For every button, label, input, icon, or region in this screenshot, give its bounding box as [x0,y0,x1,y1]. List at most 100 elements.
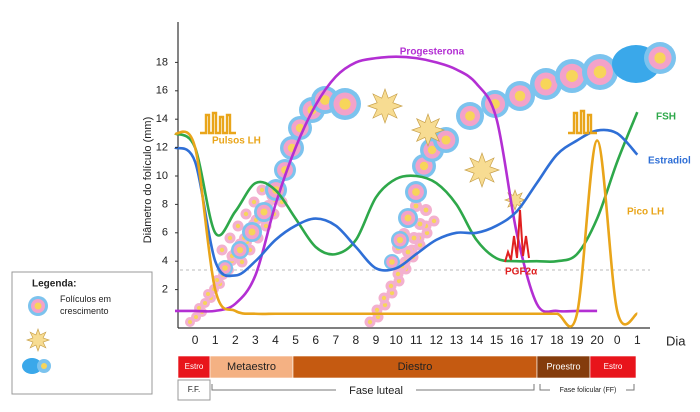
follicle-core [441,135,450,144]
x-tick-label: 5 [292,333,299,347]
atretic-core [412,236,417,241]
atretic-core [414,204,419,209]
atretic-core [382,296,386,300]
x-tick-label: 18 [550,333,564,347]
follicle-core [465,111,475,121]
atretic-core [264,224,268,228]
x-tick-label: 7 [332,333,339,347]
atretic-core [260,188,264,192]
legend-title: Legenda: [32,279,76,290]
x-tick-label: 14 [470,333,484,347]
atretic-star [465,153,499,187]
x-tick-label: 19 [570,333,584,347]
follicle-core [654,52,665,63]
y-tick-label: 4 [162,255,168,267]
follicle-core [405,215,412,222]
atretic-core [375,308,379,312]
x-tick-label: 1 [634,333,641,347]
x-tick-label: 8 [353,333,360,347]
series-label: Progesterona [400,47,465,58]
annotation: PGF2α [505,267,538,278]
atretic-core [215,278,219,282]
y-tick-label: 10 [156,170,168,182]
y-tick-label: 12 [156,142,168,154]
x-tick-label: 15 [490,333,504,347]
follicle-core [339,98,350,109]
phase-group-label: Fase folicular (FF) [560,387,617,394]
atretic-core [240,260,244,264]
phase-group-label: Fase luteal [349,385,403,397]
x-tick-label: 11 [410,333,423,347]
atretic-core [188,320,192,324]
atretic-core [406,250,411,255]
y-tick-label: 14 [156,113,168,125]
atretic-core [228,236,232,240]
x-tick-label: 10 [389,333,403,347]
atretic-core [197,306,201,310]
x-tick-label: 1 [212,333,219,347]
follicle-core [222,265,228,271]
x-tick-label: 4 [272,333,279,347]
legend-icon [35,303,42,310]
y-tick-label: 6 [162,227,168,239]
x-tick-label: 9 [373,333,380,347]
x-tick-label: 17 [530,333,544,347]
atretic-core [220,248,224,252]
legend-box [12,272,152,394]
atretic-core [389,284,393,288]
follicle-core [420,162,428,170]
chart: Diâmetro do folículo (mm) Dia 2468101214… [0,0,700,412]
legend-icon [41,363,47,369]
atretic-core [252,200,256,204]
x-tick-label: 20 [590,333,604,347]
follicle-core [428,146,436,154]
follicle-core [249,229,256,236]
x-tick-label: 0 [192,333,199,347]
series-label: FSH [656,112,676,123]
lh-pulses [568,111,597,133]
atretic-core [368,320,372,324]
x-tick-label: 3 [252,333,259,347]
y-tick-label: 16 [156,85,168,97]
x-tick-label: 2 [232,333,239,347]
follicle-core [540,78,551,89]
atretic-star [412,114,444,146]
x-tick-label: 13 [450,333,464,347]
follicle-core [397,237,403,243]
y-axis-label: Diâmetro do folículo (mm) [142,117,154,244]
follicle-core [237,247,243,253]
phase-group-label: F.F. [188,385,200,394]
follicle-core [594,66,607,79]
y-tick-label: 8 [162,198,168,210]
phase-label: Estro [604,362,623,371]
atretic-core [194,315,198,319]
y-tick-label: 2 [162,284,168,296]
x-axis-label: Dia [666,333,686,348]
atretic-star [27,329,49,351]
x-tick-label: 16 [510,333,524,347]
y-tick-label: 18 [156,56,168,68]
atretic-core [206,292,210,296]
atretic-star [368,89,402,123]
phase-label: Diestro [398,361,433,373]
atretic-core [418,222,423,227]
lh-pulses [200,113,236,133]
phase-label: Metaestro [227,361,276,373]
atretic-core [236,224,240,228]
atretic-core [424,208,429,213]
follicle-core [389,259,395,265]
phase-label: Proestro [546,361,580,371]
phase-label: Estro [185,362,204,371]
x-tick-label: 6 [312,333,319,347]
x-tick-label: 0 [614,333,621,347]
follicle-core [412,188,420,196]
atretic-core [432,219,436,223]
follicle-core [261,209,268,216]
x-tick-label: 12 [430,333,444,347]
follicle-core [566,70,578,82]
atretic-core [203,301,207,305]
atretic-core [396,272,400,276]
atretic-core [244,212,248,216]
annotation: Pulsos LH [212,136,261,147]
follicles [185,42,676,328]
